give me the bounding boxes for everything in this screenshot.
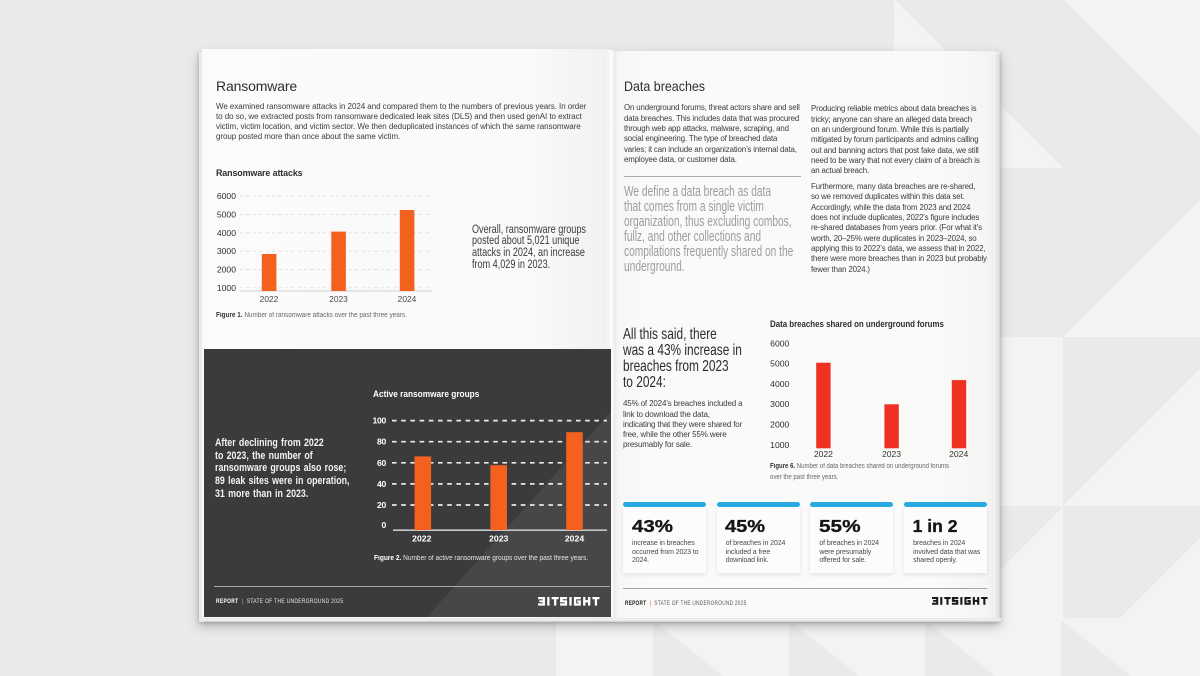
svg-text:2022: 2022	[814, 449, 833, 459]
svg-text:100: 100	[373, 416, 387, 426]
svg-text:5000: 5000	[217, 210, 236, 220]
svg-text:4000: 4000	[217, 228, 236, 238]
svg-text:2023: 2023	[882, 449, 901, 459]
svg-text:2000: 2000	[770, 420, 789, 430]
svg-text:40: 40	[377, 479, 386, 489]
svg-text:6000: 6000	[217, 191, 236, 201]
svg-text:4000: 4000	[770, 379, 789, 389]
svg-text:0: 0	[382, 520, 387, 530]
svg-text:6000: 6000	[770, 339, 789, 349]
svg-text:2023: 2023	[329, 294, 348, 304]
svg-text:2022: 2022	[260, 294, 279, 304]
svg-text:1000: 1000	[770, 440, 789, 450]
svg-text:20: 20	[377, 500, 386, 510]
svg-text:2024: 2024	[398, 294, 417, 304]
svg-text:3000: 3000	[770, 399, 789, 409]
svg-text:60: 60	[377, 458, 386, 468]
svg-text:2000: 2000	[217, 265, 236, 275]
svg-text:5000: 5000	[770, 359, 789, 369]
svg-text:1000: 1000	[217, 283, 236, 293]
svg-text:80: 80	[377, 437, 386, 447]
svg-text:2022: 2022	[412, 534, 431, 544]
svg-text:3000: 3000	[217, 246, 236, 256]
svg-text:2024: 2024	[565, 534, 584, 544]
svg-text:2024: 2024	[949, 449, 968, 459]
svg-text:2023: 2023	[489, 534, 508, 544]
